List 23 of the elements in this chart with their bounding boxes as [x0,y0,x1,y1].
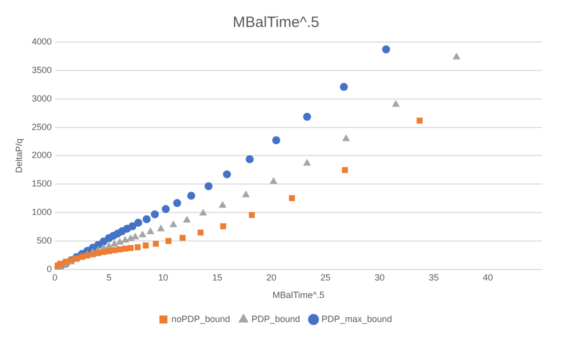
x-tick-label: 40 [482,272,493,282]
y-tick-label: 3500 [32,64,52,75]
x-axis-title: MBalTime^.5 [272,290,324,300]
chart-title: MBalTime^.5 [232,14,320,32]
y-tick-label: 500 [36,235,52,246]
x-tick-label: 15 [212,272,222,282]
x-tick-label: 25 [320,272,330,282]
y-tick-label: 1000 [32,207,52,218]
x-tick-label: 35 [428,272,439,282]
x-tick-label: 20 [266,272,276,282]
x-tick-label: 5 [106,272,112,282]
legend-label: PDP_max_bound [322,314,392,324]
legend-label: PDP_bound [251,314,300,324]
y-tick-label: 2500 [32,122,52,132]
y-axis-title: DeltaP/q [14,138,24,173]
y-tick-label: 2000 [32,150,52,160]
y-tick-label: 1500 [32,178,52,189]
x-tick-label: 30 [374,272,385,282]
y-tick-label: 3000 [32,93,52,104]
x-tick-label: 10 [158,272,168,282]
y-tick-label: 4000 [32,36,52,46]
legend-label: noPDP_bound [171,314,230,324]
y-tick-label: 0 [46,264,52,274]
